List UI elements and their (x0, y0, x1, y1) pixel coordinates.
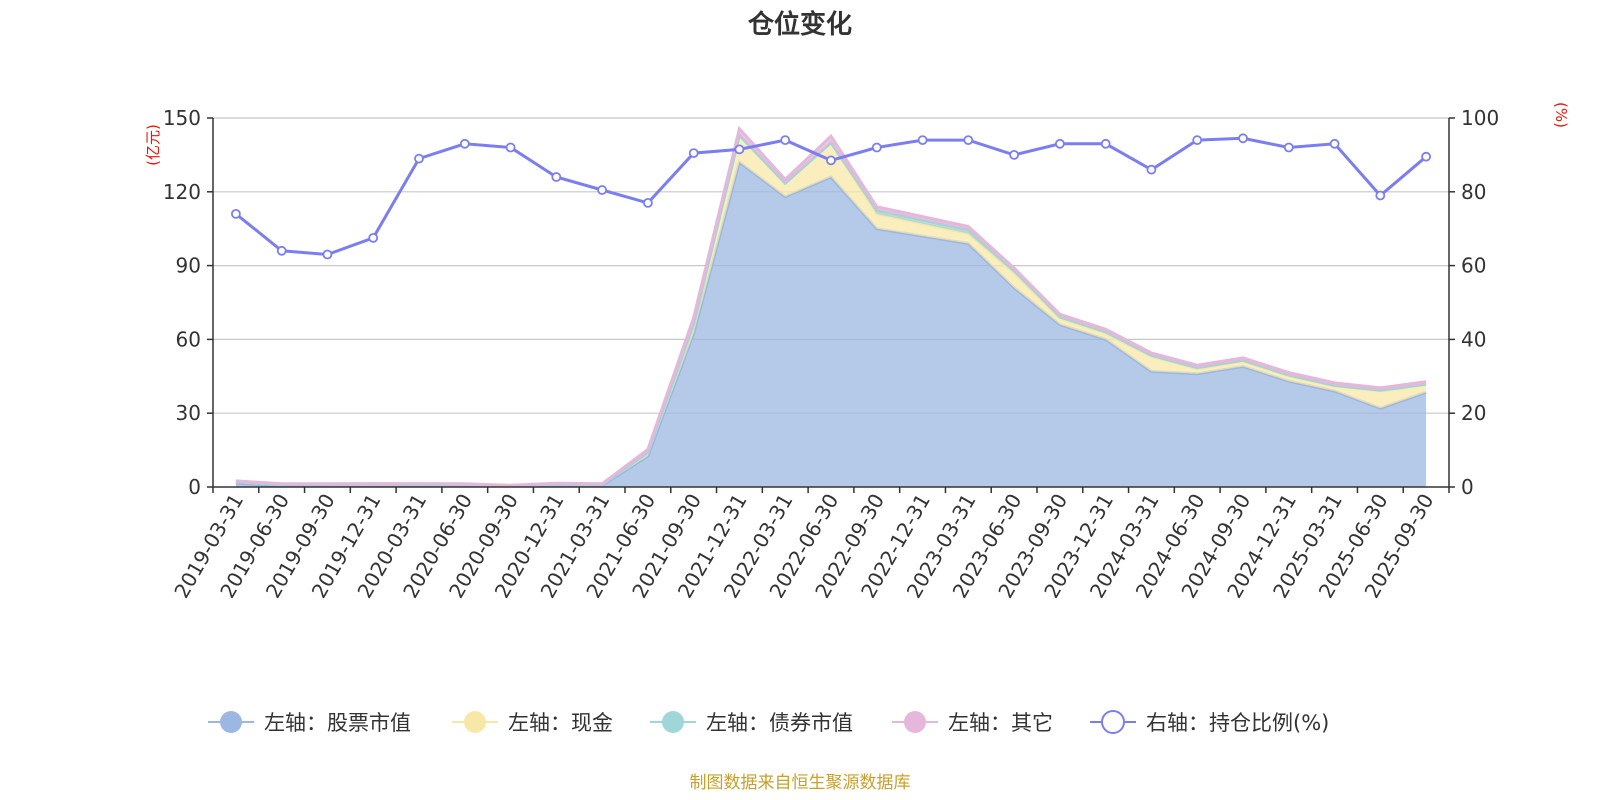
ratio-point (688, 148, 699, 159)
right-tick-label: 40 (1461, 327, 1486, 351)
ratio-point (597, 185, 607, 195)
ratio-point (322, 249, 333, 260)
ratio-point (230, 208, 241, 219)
legend-marker (220, 711, 242, 733)
ratio-point (276, 245, 287, 256)
right-tick-label: 20 (1461, 401, 1486, 425)
right-axis-unit: (%) (1552, 102, 1570, 128)
legend-label: 左轴：债券市值 (706, 711, 853, 735)
ratio-point (1009, 149, 1019, 160)
axes (207, 117, 1455, 493)
legend-label: 左轴：现金 (508, 711, 613, 735)
ratio-point (780, 135, 791, 146)
legend-label: 右轴：持仓比例(%) (1146, 711, 1329, 735)
legend: 左轴：股票市值 左轴：现金 左轴：债券市值 左轴：其它 右轴：持仓比例(%) (208, 710, 1329, 735)
right-axis-ticks: 0 20 40 60 80 100 (1461, 106, 1499, 499)
legend-item: 左轴：其它 (892, 711, 1053, 735)
right-tick-label: 80 (1461, 180, 1486, 204)
legend-item: 左轴：现金 (452, 711, 613, 735)
left-tick-label: 0 (188, 475, 201, 499)
left-tick-label: 60 (176, 327, 201, 351)
ratio-point (917, 135, 928, 146)
ratio-point (505, 142, 516, 153)
ratio-point (368, 232, 379, 243)
ratio-point (1238, 133, 1248, 144)
legend-marker (464, 711, 486, 733)
x-axis-ticks: 2019-03-312019-06-302019-09-302019-12-31… (169, 490, 1438, 603)
left-axis-unit: (亿元) (144, 124, 162, 166)
ratio-point (871, 142, 882, 153)
ratio-point (1100, 138, 1111, 149)
right-tick-label: 60 (1461, 254, 1486, 278)
left-tick-label: 90 (176, 254, 201, 278)
legend-item: 左轴：债券市值 (650, 711, 853, 735)
ratio-point (826, 155, 836, 166)
area-左轴：股票市值 (235, 162, 1427, 488)
ratio-point (1146, 164, 1157, 175)
left-tick-label: 30 (176, 401, 201, 425)
ratio-point (1375, 190, 1386, 201)
ratio-point (459, 138, 470, 149)
left-axis-ticks: 0 30 60 90 120 150 (163, 106, 201, 499)
ratio-point (1329, 138, 1340, 149)
ratio-line-series (230, 133, 1431, 260)
ratio-point (643, 197, 653, 208)
data-source-footer: 制图数据来自恒生聚源数据库 (690, 773, 911, 793)
legend-marker (662, 711, 684, 733)
ratio-point (963, 135, 974, 146)
left-tick-label: 120 (163, 180, 201, 204)
ratio-point (1421, 151, 1431, 162)
legend-item: 右轴：持仓比例(%) (1090, 710, 1329, 735)
right-tick-label: 0 (1461, 475, 1474, 499)
chart-title: 仓位变化 (747, 9, 852, 40)
legend-marker (1101, 710, 1125, 734)
ratio-point (734, 144, 745, 155)
legend-label: 左轴：股票市值 (264, 711, 411, 735)
ratio-point (1055, 138, 1065, 149)
legend-item: 左轴：股票市值 (208, 711, 411, 735)
left-tick-label: 150 (163, 106, 201, 130)
ratio-point (551, 172, 562, 182)
area-edge-左轴：其它 (235, 125, 1427, 487)
stacked-areas (235, 125, 1427, 488)
legend-label: 左轴：其它 (948, 711, 1053, 735)
legend-marker (904, 711, 926, 733)
ratio-point (1283, 142, 1294, 153)
right-tick-label: 100 (1461, 106, 1499, 130)
ratio-point (414, 153, 424, 164)
ratio-point (1192, 135, 1203, 146)
